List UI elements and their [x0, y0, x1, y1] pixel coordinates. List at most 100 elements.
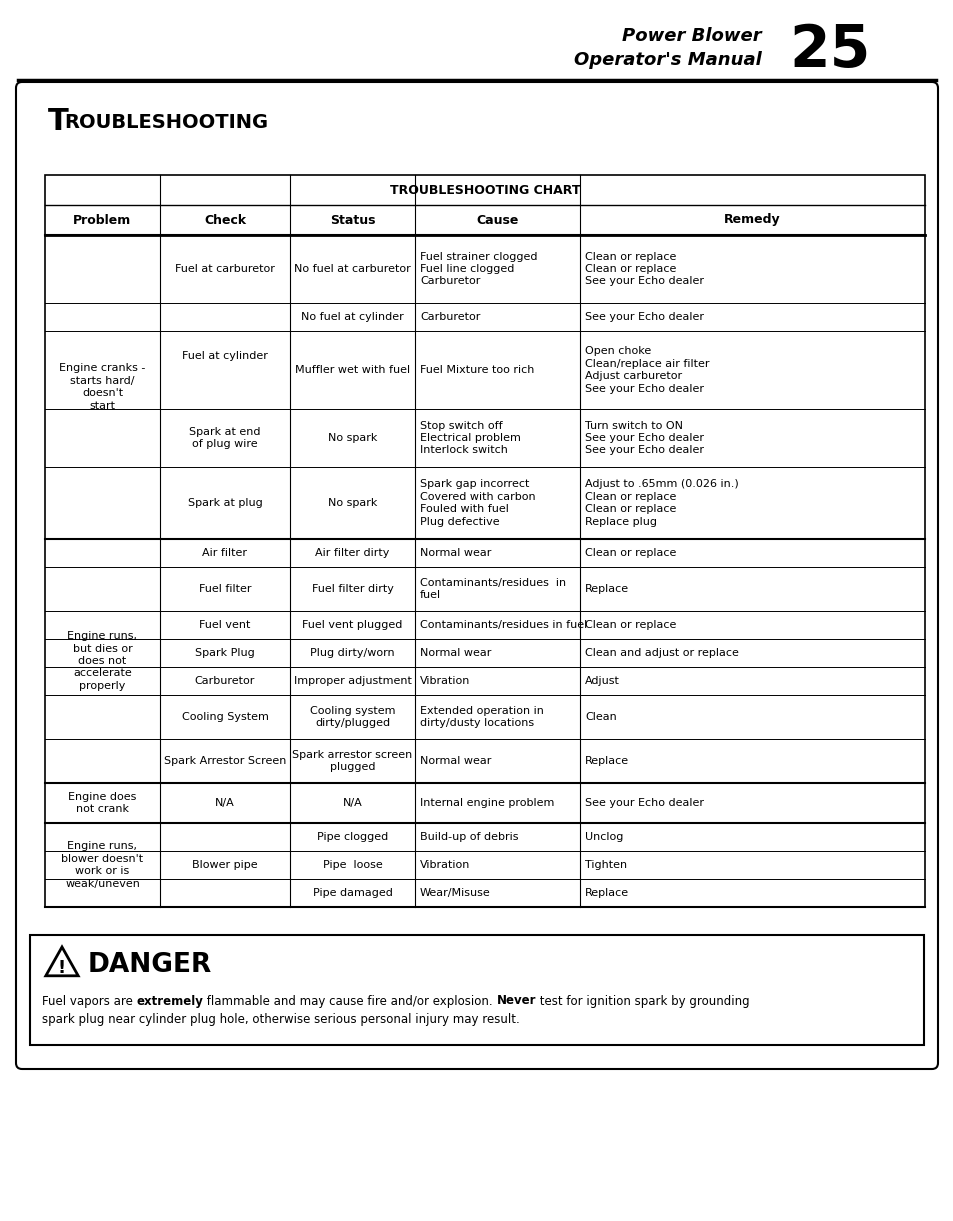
Text: TROUBLESHOOTING CHART: TROUBLESHOOTING CHART: [390, 183, 579, 197]
Text: N/A: N/A: [342, 799, 362, 808]
Text: dirty/dusty locations: dirty/dusty locations: [419, 718, 534, 728]
Text: Operator's Manual: Operator's Manual: [574, 51, 761, 70]
Text: Replace plug: Replace plug: [584, 516, 657, 526]
Text: Cooling system: Cooling system: [310, 706, 395, 716]
Text: Clean or replace: Clean or replace: [584, 252, 676, 261]
Text: See your Echo dealer: See your Echo dealer: [584, 799, 703, 808]
Text: Adjust carburetor: Adjust carburetor: [584, 371, 681, 381]
Text: DANGER: DANGER: [88, 952, 212, 978]
Text: start: start: [90, 400, 115, 410]
Text: Fuel vapors are: Fuel vapors are: [42, 994, 136, 1007]
Text: starts hard/: starts hard/: [71, 376, 134, 386]
Text: Plug dirty/worn: Plug dirty/worn: [310, 648, 395, 658]
Text: N/A: N/A: [214, 799, 234, 808]
Text: Spark Arrestor Screen: Spark Arrestor Screen: [164, 756, 286, 766]
Text: Fuel Mixture too rich: Fuel Mixture too rich: [419, 365, 534, 375]
Text: Air filter: Air filter: [202, 548, 247, 558]
Text: Unclog: Unclog: [584, 832, 622, 842]
FancyBboxPatch shape: [16, 82, 937, 1070]
Text: No fuel at cylinder: No fuel at cylinder: [301, 313, 403, 322]
Text: Spark at end: Spark at end: [189, 427, 260, 437]
Text: Clean and adjust or replace: Clean and adjust or replace: [584, 648, 739, 658]
Text: Never: Never: [497, 994, 536, 1007]
Text: dirty/plugged: dirty/plugged: [314, 718, 390, 728]
Text: !: !: [58, 958, 66, 977]
Text: Clean or replace: Clean or replace: [584, 504, 676, 514]
Text: Pipe clogged: Pipe clogged: [316, 832, 388, 842]
Text: blower doesn't: blower doesn't: [61, 853, 143, 863]
Text: Engine does: Engine does: [69, 791, 136, 802]
Text: Remedy: Remedy: [723, 214, 780, 227]
Text: Tighten: Tighten: [584, 860, 626, 871]
Text: Turn switch to ON: Turn switch to ON: [584, 420, 682, 431]
Text: test for ignition spark by grounding: test for ignition spark by grounding: [536, 994, 749, 1007]
Text: Cooling System: Cooling System: [181, 712, 268, 722]
Text: Vibration: Vibration: [419, 860, 470, 871]
Text: not crank: not crank: [76, 805, 129, 814]
Text: Carburetor: Carburetor: [194, 676, 254, 686]
Text: Normal wear: Normal wear: [419, 756, 491, 766]
Text: Spark arrestor screen: Spark arrestor screen: [292, 750, 413, 759]
Text: Muffler wet with fuel: Muffler wet with fuel: [294, 365, 410, 375]
Text: Clean/replace air filter: Clean/replace air filter: [584, 359, 709, 369]
Text: fuel: fuel: [419, 590, 440, 601]
Text: Spark at plug: Spark at plug: [188, 498, 262, 508]
Text: Fuel line clogged: Fuel line clogged: [419, 264, 514, 274]
Text: Replace: Replace: [584, 584, 628, 593]
Text: does not: does not: [78, 656, 127, 665]
Text: 25: 25: [788, 22, 870, 78]
Text: Status: Status: [330, 214, 375, 227]
Text: Vibration: Vibration: [419, 676, 470, 686]
Text: flammable and may cause fire and/or explosion.: flammable and may cause fire and/or expl…: [203, 994, 497, 1007]
Text: Covered with carbon: Covered with carbon: [419, 492, 535, 502]
Text: Pipe damaged: Pipe damaged: [313, 888, 392, 897]
Text: Spark Plug: Spark Plug: [195, 648, 254, 658]
Text: Fouled with fuel: Fouled with fuel: [419, 504, 508, 514]
Text: Carburetor: Carburetor: [419, 276, 480, 287]
Text: Build-up of debris: Build-up of debris: [419, 832, 518, 842]
Text: Fuel at cylinder: Fuel at cylinder: [182, 350, 268, 361]
Text: Clean or replace: Clean or replace: [584, 620, 676, 630]
Text: See your Echo dealer: See your Echo dealer: [584, 383, 703, 393]
Text: of plug wire: of plug wire: [192, 440, 257, 449]
Text: T: T: [48, 107, 69, 137]
Text: work or is: work or is: [75, 866, 130, 877]
Text: Engine runs,: Engine runs,: [68, 841, 137, 851]
Text: Internal engine problem: Internal engine problem: [419, 799, 554, 808]
Text: Clean or replace: Clean or replace: [584, 548, 676, 558]
Text: See your Echo dealer: See your Echo dealer: [584, 276, 703, 287]
Text: plugged: plugged: [330, 762, 375, 772]
Text: Clean: Clean: [584, 712, 616, 722]
Bar: [45, 175, 924, 907]
Text: Fuel at carburetor: Fuel at carburetor: [175, 264, 274, 274]
Text: Normal wear: Normal wear: [419, 548, 491, 558]
Text: doesn't: doesn't: [82, 388, 123, 398]
Polygon shape: [46, 947, 78, 976]
Text: Clean or replace: Clean or replace: [584, 264, 676, 274]
Text: Engine runs,: Engine runs,: [68, 631, 137, 641]
Text: Air filter dirty: Air filter dirty: [315, 548, 389, 558]
Text: properly: properly: [79, 681, 126, 691]
Text: Adjust: Adjust: [584, 676, 619, 686]
Text: Improper adjustment: Improper adjustment: [294, 676, 411, 686]
Text: Fuel filter: Fuel filter: [198, 584, 251, 593]
Text: Check: Check: [204, 214, 246, 227]
Text: Stop switch off: Stop switch off: [419, 420, 502, 431]
Text: Contaminants/residues  in: Contaminants/residues in: [419, 578, 565, 587]
Text: No spark: No spark: [328, 498, 376, 508]
Text: Extended operation in: Extended operation in: [419, 706, 543, 716]
Text: Open choke: Open choke: [584, 347, 651, 357]
Text: Carburetor: Carburetor: [419, 313, 480, 322]
Text: Fuel filter dirty: Fuel filter dirty: [312, 584, 393, 593]
Text: See your Echo dealer: See your Echo dealer: [584, 313, 703, 322]
Text: Electrical problem: Electrical problem: [419, 433, 520, 443]
Text: No fuel at carburetor: No fuel at carburetor: [294, 264, 411, 274]
Text: See your Echo dealer: See your Echo dealer: [584, 433, 703, 443]
Text: but dies or: but dies or: [72, 643, 132, 653]
Bar: [30, 935, 923, 1045]
Text: Replace: Replace: [584, 888, 628, 897]
Text: Fuel strainer clogged: Fuel strainer clogged: [419, 252, 537, 261]
Text: See your Echo dealer: See your Echo dealer: [584, 446, 703, 455]
Text: Adjust to .65mm (0.026 in.): Adjust to .65mm (0.026 in.): [584, 480, 738, 490]
Text: No spark: No spark: [328, 433, 376, 443]
